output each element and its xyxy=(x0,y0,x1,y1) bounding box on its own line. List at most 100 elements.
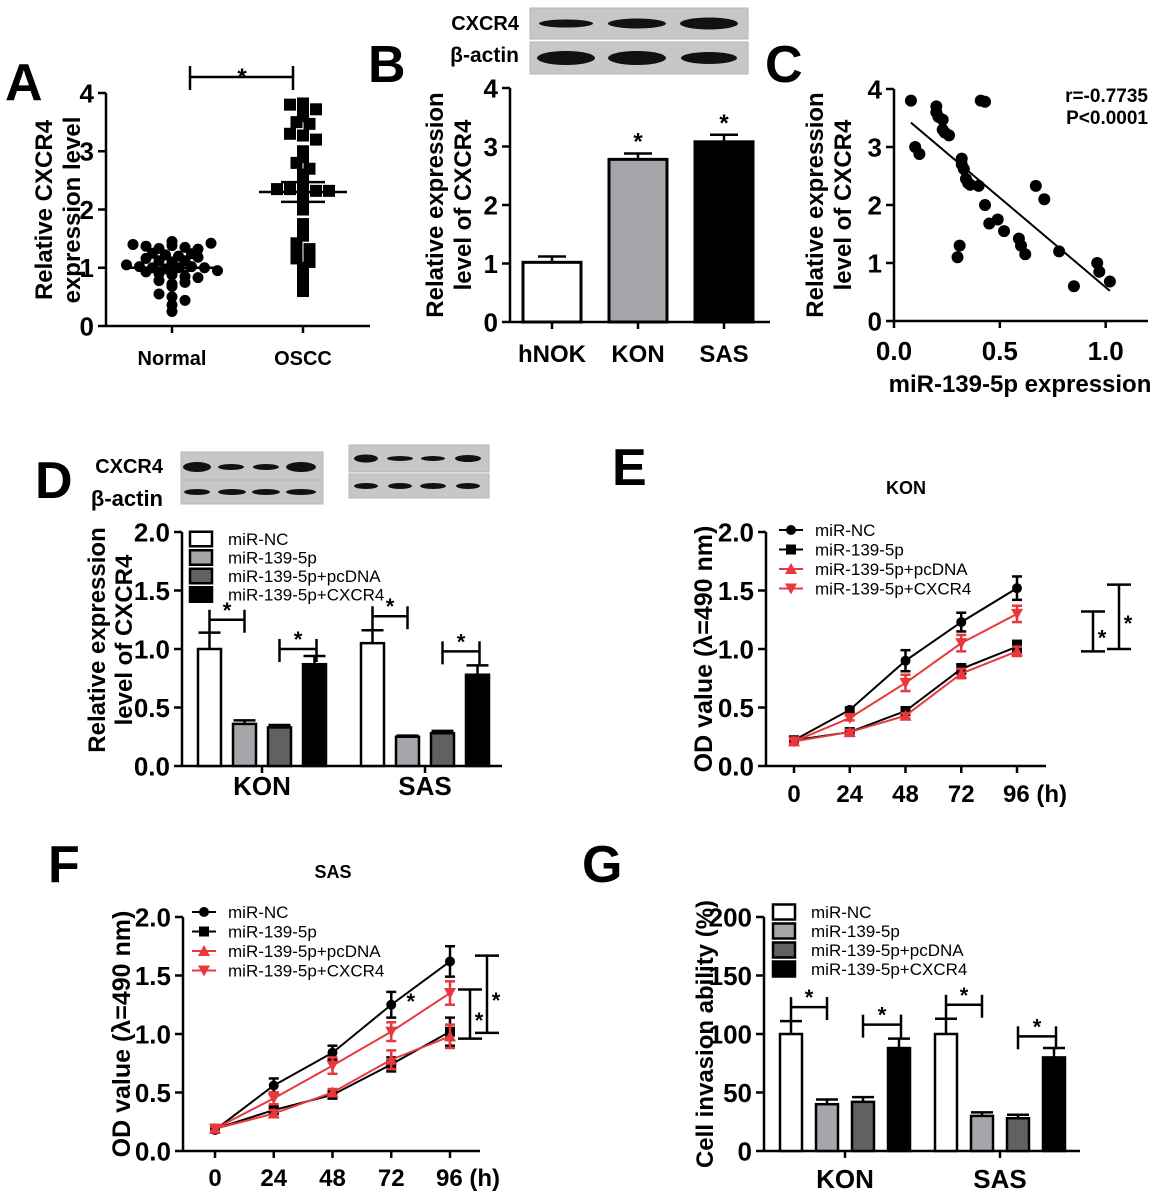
panel-a-y-tick-label: 2 xyxy=(80,195,94,225)
panel-c-x-tick-label: 0.0 xyxy=(876,336,912,366)
panel-e-point-triangle-down xyxy=(843,713,856,725)
panel-d-blot-sas-actin-band xyxy=(388,483,412,489)
panel-b-y-axis: 0 1 2 3 4 xyxy=(484,73,512,337)
panel-a-y-axis: 0 1 2 3 4 xyxy=(80,78,108,341)
panel-a-y-tick-label: 1 xyxy=(80,253,94,283)
panel-a-x-tick-label: OSCC xyxy=(274,348,332,370)
panel-f-y-tick-label: 2.0 xyxy=(135,902,171,932)
panel-d-bar-kon xyxy=(266,726,293,768)
panel-f-point-circle xyxy=(327,1047,338,1058)
panel-label-g: G xyxy=(582,836,622,894)
panel-a-point-normal xyxy=(140,266,152,278)
panel-b-blot-actin-band xyxy=(608,51,666,65)
panel-g-bar-sas xyxy=(1005,1116,1031,1153)
panel-e-y-tick-label: 0.0 xyxy=(718,751,754,781)
panel-c-point xyxy=(1019,248,1032,261)
panel-e-point-triangle-up xyxy=(955,667,968,679)
panel-e-legend-marker xyxy=(786,544,796,555)
panel-a-point-normal xyxy=(166,305,178,317)
panel-e-x-tick-label: 24 xyxy=(836,781,863,808)
panel-d-y-tick-label: 2.0 xyxy=(134,517,170,547)
panel-c-point xyxy=(943,129,956,142)
panel-d-bar-kon xyxy=(301,662,328,768)
panel-a-x-tick-label: Normal xyxy=(138,348,207,370)
panel-f-legend-marker xyxy=(199,907,209,917)
panel-e-point-circle xyxy=(844,704,855,715)
panel-a-y-tick-label: 4 xyxy=(80,78,95,108)
panel-a-point-oscc xyxy=(290,116,303,129)
panel-d-blot-kon-cxcr4-band xyxy=(253,464,279,470)
panel-g-sig-star: * xyxy=(878,1003,887,1028)
panel-c-point xyxy=(936,113,949,126)
panel-a-point-oscc xyxy=(297,203,309,216)
panel-f-point-triangle-down xyxy=(267,1093,280,1105)
panel-e-legend-label: miR-139-5p+CXCR4 xyxy=(815,580,971,599)
panel-a-point-oscc xyxy=(297,98,309,111)
panel-a-y-label-line2: expression level xyxy=(59,117,86,304)
panel-d-blot-sas-cxcr4-band xyxy=(455,455,481,462)
panel-c-point xyxy=(953,239,966,252)
panel-a-point-oscc xyxy=(290,252,303,265)
panel-a-point-normal xyxy=(186,248,197,260)
panel-g-sig-star: * xyxy=(805,985,814,1010)
panel-d-blot-kon-cxcr4-band xyxy=(286,462,316,472)
panel-a-point-oscc xyxy=(310,103,322,116)
panel-d-blot-kon-actin-band xyxy=(252,489,280,495)
panel-g-y-tick-label: 50 xyxy=(723,1078,752,1108)
panel-c-point xyxy=(1029,179,1042,192)
panel-b-blot-actin xyxy=(529,41,749,75)
panel-a-point-oscc xyxy=(297,129,309,142)
panel-f-point-triangle-down xyxy=(209,1123,221,1135)
panel-e-x-tick-label: 72 xyxy=(948,781,975,808)
panel-e-sig-star: * xyxy=(1098,625,1107,650)
panel-e-legend-marker xyxy=(786,525,796,535)
panel-a-point-oscc xyxy=(303,255,316,268)
panel-c-y-tick-label: 3 xyxy=(868,132,882,162)
panel-b-blot-cxcr4-band xyxy=(608,18,666,29)
panel-f-x-tick-label: 24 xyxy=(260,1165,287,1192)
panel-label-e: E xyxy=(612,439,647,497)
panel-g-sig-star: * xyxy=(960,983,969,1008)
panel-b-blot-cxcr4-band xyxy=(680,17,738,30)
panel-a-y-tick-label: 3 xyxy=(80,137,94,167)
panel-e-legend-label: miR-139-5p xyxy=(815,541,904,560)
panel-a-sig-star: * xyxy=(237,64,247,91)
panel-a-y-label: Relative CXCR4 xyxy=(31,119,58,300)
panel-a-point-normal xyxy=(153,275,165,287)
panel-d-blot-kon-actin xyxy=(180,479,324,505)
panel-b-y-tick-label: 3 xyxy=(484,132,498,162)
panel-c-x-tick-label: 0.5 xyxy=(982,336,1018,366)
panel-d-y-label: Relative expression xyxy=(84,527,111,752)
panel-b-bar-sas xyxy=(693,140,755,324)
panel-c-r-value: r=-0.7735 xyxy=(1065,86,1148,107)
panel-b-x-tick-label: KON xyxy=(611,341,664,368)
panel-a-y-tick-label: 0 xyxy=(80,311,94,341)
panel-c-point xyxy=(979,95,992,108)
panel-b-blot-cxcr4 xyxy=(529,7,749,40)
panel-label-c: C xyxy=(765,36,803,94)
panel-e-sig-star: * xyxy=(1124,611,1133,636)
panel-d-legend-label: miR-NC xyxy=(228,530,288,549)
panel-d-bar-sas xyxy=(394,735,421,768)
panel-e-point-triangle-down xyxy=(1011,608,1023,620)
panel-d-legend-label: miR-139-5p+CXCR4 xyxy=(228,586,384,605)
panel-a-point-oscc xyxy=(310,133,322,146)
panel-b-y-tick-label: 1 xyxy=(484,249,498,279)
panel-d-bar-kon xyxy=(231,722,258,768)
panel-b-blot-cxcr4-band xyxy=(539,19,593,28)
panel-a-point-oscc xyxy=(290,156,303,169)
panel-d-y-tick-label: 1.5 xyxy=(134,576,170,606)
panel-g-y-label: Cell invasion ability (%) xyxy=(692,900,719,1168)
panel-f-legend-marker xyxy=(198,965,210,977)
panel-a-point-normal xyxy=(140,252,152,264)
panel-d-x-tick-label: KON xyxy=(233,771,291,801)
panel-d-legend-label: miR-139-5p xyxy=(228,549,317,568)
panel-a-point-oscc xyxy=(271,183,283,196)
panel-a-point-normal xyxy=(173,250,184,262)
panel-f-legend-label: miR-139-5p+CXCR4 xyxy=(228,962,384,981)
panel-g-legend-label: miR-139-5p+CXCR4 xyxy=(811,960,967,979)
panel-f-point-circle xyxy=(445,956,455,967)
panel-b-sig-star: * xyxy=(633,129,643,156)
panel-f-legend-label: miR-139-5p xyxy=(228,923,317,942)
panel-a-point-oscc xyxy=(284,127,296,140)
